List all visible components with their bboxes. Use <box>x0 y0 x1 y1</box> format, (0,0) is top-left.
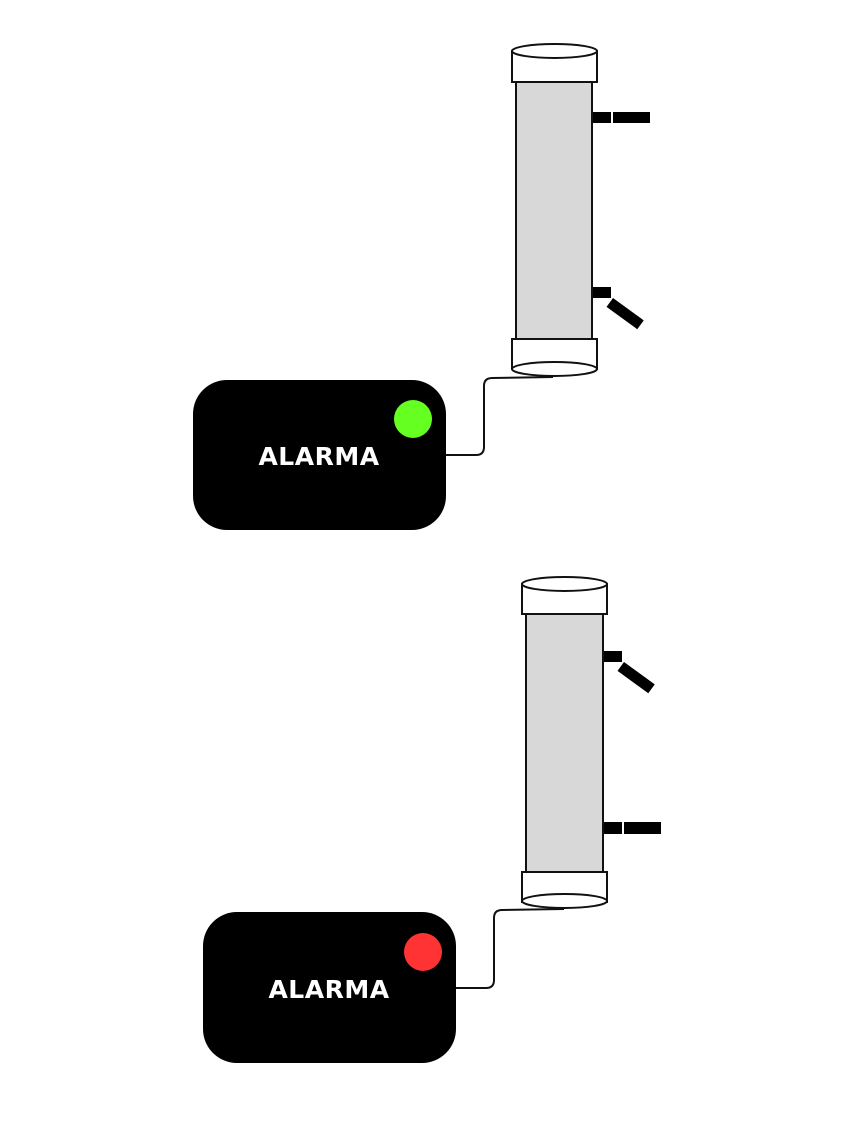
bottom-cap-rim <box>511 361 598 377</box>
status-light <box>404 933 442 971</box>
top-cap-rim <box>521 576 608 592</box>
upper-level-switch <box>604 651 655 694</box>
switch-float <box>617 662 655 694</box>
cable <box>456 908 565 989</box>
switch-mount <box>604 822 622 834</box>
alarm-label: ALARMA <box>268 975 389 1004</box>
tube-body <box>515 79 593 341</box>
lower-level-switch <box>604 822 661 834</box>
switch-float <box>606 297 644 330</box>
alarm-label: ALARMA <box>258 442 379 471</box>
alarm-box <box>193 380 446 530</box>
upper-level-switch <box>593 112 650 123</box>
bottom-cap-rim <box>521 893 608 909</box>
tube-body <box>525 611 604 874</box>
status-light <box>394 400 432 438</box>
switch-mount <box>593 287 611 298</box>
alarm-unit-1: ALARMA <box>193 43 650 530</box>
cable <box>446 376 554 456</box>
lower-level-switch <box>593 287 644 330</box>
top-cap-rim <box>511 43 598 59</box>
switch-float <box>624 822 661 834</box>
alarm-box <box>203 912 456 1063</box>
switch-float <box>613 112 650 123</box>
alarm-unit-2: ALARMA <box>203 576 661 1063</box>
switch-mount <box>604 651 622 662</box>
switch-mount <box>593 112 611 123</box>
